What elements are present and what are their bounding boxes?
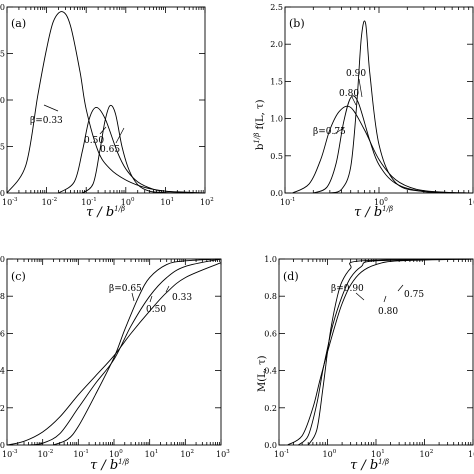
y-tick-label: 0.4 (0, 367, 5, 376)
panel-c: (c) 10-3 10-2 10-1 100 101 102 103 0.0 0.2 0.4 0.6… (0, 255, 230, 473)
y-tick-label: .5 (0, 143, 5, 152)
series-line-2 (329, 20, 474, 194)
x-tick-label: 100 (323, 449, 337, 459)
x-tick-label: 100 (109, 449, 123, 459)
panel-d: (d) 10-1 100 101 102 103 0.0 0.2 0.4 0.6 0.8 1.0 β… (257, 255, 474, 473)
y-tick-label: 0.2 (264, 404, 277, 413)
y-tick-label: 0.0 (270, 189, 283, 198)
series-line-0 (287, 258, 474, 446)
annotation-beta-065: β=0.65 (109, 284, 142, 294)
x-tick-label: 101 (160, 197, 174, 207)
x-tick-label: 10-1 (274, 449, 290, 459)
panel-c-label: (c) (11, 270, 26, 283)
panel-b-ylabel: b1/β f(L, τ) (253, 99, 266, 150)
annotation-090: 0.90 (346, 69, 366, 79)
series-line-2 (307, 258, 474, 446)
series-line-0 (6, 11, 206, 194)
y-tick-label: 0.0 (264, 441, 277, 450)
annotation-065: 0.65 (100, 145, 120, 155)
x-tick-label: 10-2 (38, 449, 54, 459)
panel-b-label: (b) (289, 17, 305, 30)
x-tick-label: 100 (374, 197, 388, 207)
y-tick-label: 0.5 (270, 152, 283, 161)
panel-d-annotations: β=0.90 0.75 0.80 (331, 284, 424, 317)
series-line-1 (28, 258, 222, 446)
x-tick-label: 102 (200, 197, 214, 207)
x-tick-label: 10-2 (42, 197, 58, 207)
y-tick-label-zero: 0.0 (0, 189, 5, 198)
panel-d-frame (278, 258, 474, 446)
panel-a-xlabel: τ / b1/β (86, 205, 125, 220)
y-tick-label: 0.4 (264, 367, 277, 376)
y-tick-label: 1.5 (0, 50, 5, 59)
panel-a-curves (6, 11, 206, 194)
panel-b-annotations: 0.90 0.80 β=0.75 (313, 69, 366, 137)
panel-d-xlabel: τ / b1/β (350, 458, 389, 473)
x-tick-label: 10-1 (81, 197, 97, 207)
x-tick-label: 102 (180, 449, 194, 459)
annotation-beta-033: β=0.33 (30, 116, 63, 126)
y-tick-label: 2.0 (270, 40, 283, 49)
y-tick-label: 0.8 (264, 292, 277, 301)
x-tick-label: 101 (468, 197, 474, 207)
panel-a-ticks: 10-3 10-2 10-1 100 101 102 .5 1.0 1.5 2.0 0.0 (0, 3, 214, 207)
series-line-1 (58, 106, 194, 194)
annotation-050-c: 0.50 (146, 305, 166, 315)
annotation-beta-090: β=0.90 (331, 284, 364, 294)
panel-c-curves (6, 258, 222, 446)
panel-c-annotations: β=0.65 0.33 0.50 (109, 284, 192, 315)
series-line-2 (82, 104, 194, 194)
x-tick-label: 102 (420, 449, 434, 459)
y-tick-label: 2.0 (0, 3, 5, 12)
y-tick-label: 2.5 (270, 3, 283, 12)
x-tick-label: 100 (121, 197, 135, 207)
series-line-0 (292, 105, 474, 194)
panel-a: (a) 10-310-210-1100101102.51.01.52.00.0 … (0, 3, 214, 220)
x-tick-label: 101 (371, 449, 385, 459)
annotation-beta-075: β=0.75 (313, 127, 346, 137)
panel-d-curves (287, 258, 474, 446)
series-line-2 (53, 258, 222, 446)
x-tick-label: 10-1 (280, 197, 296, 207)
y-tick-label: 1.5 (270, 77, 283, 86)
x-tick-label: 103 (216, 449, 230, 459)
y-tick-label: 0.8 (0, 292, 5, 301)
series-line-1 (297, 258, 474, 446)
y-tick-label: 1.0 (0, 96, 5, 105)
panel-b: (b) 10-1 100 101 0.0 0.5 1.0 1.5 2.0 2.5 0.90 0.… (253, 3, 474, 220)
panel-a-annotations: β=0.33 0.50 0.65 (30, 104, 125, 155)
x-tick-label: 10-1 (73, 449, 89, 459)
y-tick-label: 1.0 (264, 255, 277, 264)
panel-a-label: (a) (11, 17, 26, 30)
series-line-1 (313, 95, 474, 194)
panel-b-ticks: 10-1 100 101 0.0 0.5 1.0 1.5 2.0 2.5 (270, 3, 474, 207)
y-tick-label: 1.0 (0, 255, 5, 264)
annotation-080-d: 0.80 (378, 307, 398, 317)
series-line-0 (6, 262, 222, 446)
x-tick-label: 101 (145, 449, 159, 459)
x-tick-label: 10-3 (2, 197, 18, 207)
y-tick-label: 0.6 (264, 329, 277, 338)
panel-c-xlabel: τ / b1/β (90, 458, 129, 473)
y-tick-label: 1.0 (270, 115, 283, 124)
y-tick-label: 0.2 (0, 404, 5, 413)
panel-b-curves (292, 20, 474, 194)
panel-d-ylabel: M(L, τ) (257, 355, 268, 392)
panel-b-xlabel: τ / b1/β (354, 205, 393, 220)
x-tick-label: 10-3 (2, 449, 18, 459)
y-tick-label: 0.0 (0, 441, 5, 450)
panel-d-ticks: 10-1 100 101 102 103 0.0 0.2 0.4 0.6 0.8 1.0 (264, 255, 474, 459)
annotation-080: 0.80 (339, 89, 359, 99)
x-tick-label: 103 (468, 449, 474, 459)
annotation-075: 0.75 (404, 290, 424, 300)
panel-d-label: (d) (283, 270, 299, 283)
y-tick-label: 0.6 (0, 329, 5, 338)
annotation-050: 0.50 (84, 136, 104, 146)
annotation-033: 0.33 (172, 293, 192, 303)
